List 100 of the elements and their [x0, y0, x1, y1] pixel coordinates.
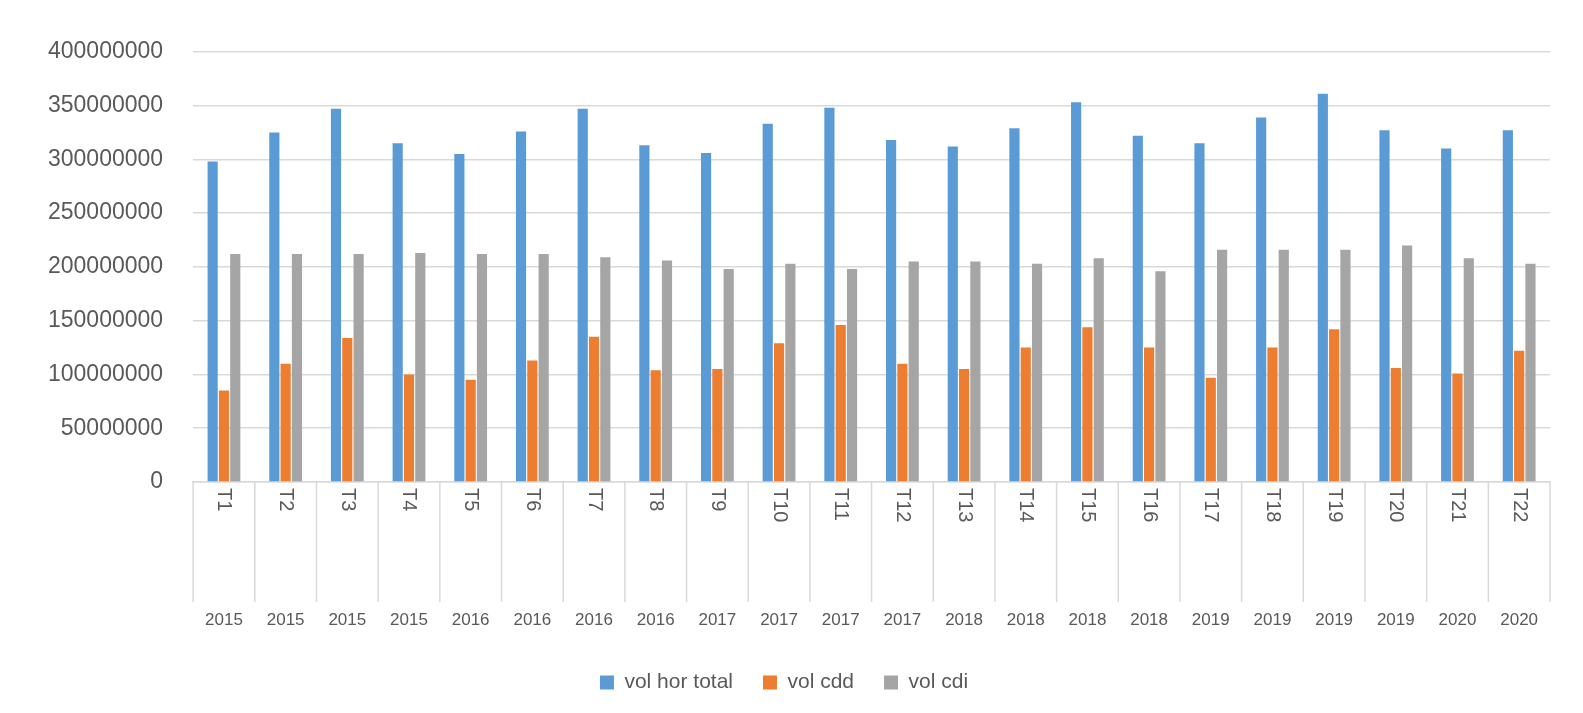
bar [515, 131, 527, 482]
bar [1256, 117, 1267, 482]
category-label: T8 2016 [636, 488, 675, 629]
bar [785, 263, 796, 482]
bar [1502, 130, 1513, 482]
bar [970, 261, 981, 482]
category-label: T17 2019 [1191, 488, 1230, 629]
bar [1132, 135, 1143, 482]
category-label: T15 2018 [1068, 488, 1107, 629]
bar [1144, 347, 1155, 482]
y-tick-label: 350000000 [48, 90, 164, 117]
category-label: T10 2017 [760, 488, 798, 629]
bar [700, 152, 712, 482]
bar [538, 253, 549, 482]
y-tick-label: 100000000 [48, 359, 164, 386]
legend-label: vol cdd [787, 669, 855, 693]
category-label: T18 2019 [1253, 488, 1292, 629]
bar [1390, 368, 1401, 482]
category-label: T19 2019 [1315, 488, 1354, 629]
bar [1463, 258, 1474, 482]
bar [712, 369, 723, 482]
y-tick-label: 400000000 [48, 37, 164, 64]
bar [1267, 347, 1278, 482]
bar [1071, 102, 1082, 482]
category-label: T5 2016 [451, 488, 490, 629]
bar [577, 108, 588, 482]
category-label: T2 2015 [266, 488, 305, 629]
category-label: T20 2019 [1376, 488, 1415, 629]
bar [230, 253, 241, 482]
category-label: T7 2016 [575, 488, 613, 629]
bar [835, 324, 846, 482]
bar [527, 360, 538, 482]
y-tick-label: 150000000 [48, 306, 164, 333]
category-label: T21 2020 [1438, 488, 1477, 629]
bar [908, 261, 919, 482]
bar [353, 253, 364, 482]
category-label: T6 2016 [513, 488, 552, 629]
bar [661, 260, 673, 482]
bar [723, 269, 734, 482]
bar [897, 363, 908, 482]
bar [1317, 93, 1328, 482]
category-label: T4 2015 [390, 488, 428, 629]
bar [454, 153, 465, 482]
y-tick-label: 200000000 [48, 252, 164, 279]
bar [403, 374, 415, 482]
bar [886, 139, 897, 482]
bar [588, 336, 600, 482]
bar [947, 146, 958, 482]
bar [1031, 263, 1043, 482]
bar [1009, 128, 1020, 482]
bar [342, 337, 353, 482]
category-label: T9 2017 [698, 488, 737, 629]
y-tick-label: 50000000 [60, 413, 164, 440]
bar [476, 253, 488, 482]
bar [1194, 143, 1205, 482]
y-tick-label: 250000000 [48, 198, 164, 225]
bar [330, 108, 342, 482]
bar [1441, 148, 1452, 482]
bar [1514, 350, 1525, 482]
bar [600, 257, 611, 482]
bar [773, 343, 785, 482]
bar [1217, 249, 1228, 482]
category-label: T22 2020 [1500, 488, 1539, 629]
category-label: T16 2018 [1130, 488, 1169, 629]
bar [1340, 249, 1351, 482]
bar [650, 370, 661, 482]
category-label: T3 2015 [328, 488, 367, 629]
bar [1020, 347, 1031, 482]
bar [1155, 271, 1166, 482]
category-label: T11 2017 [821, 488, 860, 629]
bar [639, 145, 650, 482]
bar [465, 379, 476, 482]
bar [762, 123, 773, 482]
bar [958, 369, 970, 482]
bar [1452, 373, 1463, 482]
bar [218, 390, 230, 482]
legend-label: vol hor total [624, 669, 733, 693]
bar [280, 363, 291, 482]
legend-label: vol cdi [908, 669, 969, 693]
bar [1329, 329, 1340, 482]
bar [1379, 130, 1390, 482]
category-label: T12 2017 [883, 488, 922, 629]
bar [1082, 327, 1093, 482]
bar [1402, 245, 1413, 482]
category-label: T14 2018 [1006, 488, 1045, 629]
category-label: T1 2015 [205, 488, 243, 629]
bar [415, 252, 426, 482]
y-tick-label: 0 [150, 467, 164, 494]
bar [1525, 263, 1536, 482]
bar [269, 132, 280, 482]
category-label: T13 2018 [945, 488, 983, 629]
bar [1205, 377, 1216, 482]
bar [1093, 258, 1104, 482]
bar [291, 253, 303, 482]
bar [1278, 249, 1289, 482]
bar [392, 143, 403, 482]
bar [207, 161, 218, 482]
y-tick-label: 300000000 [48, 144, 164, 171]
bar [824, 107, 835, 482]
bar [846, 269, 858, 482]
